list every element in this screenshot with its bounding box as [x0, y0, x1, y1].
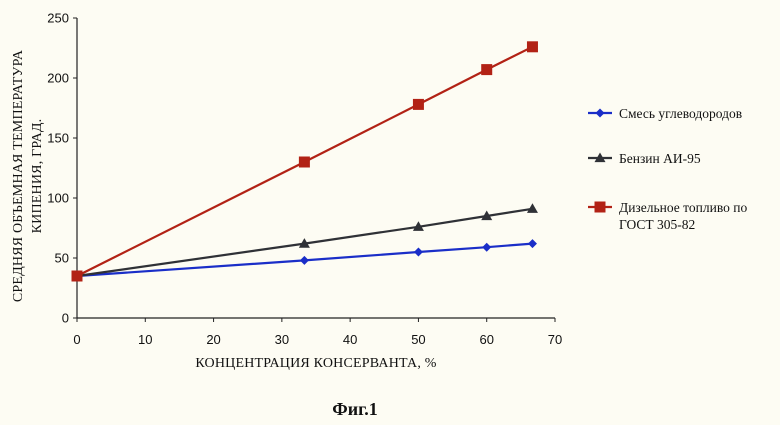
figure-caption: Фиг.1: [332, 399, 377, 419]
data-point-diamond: [299, 255, 309, 265]
legend-item: Дизельное топливо по ГОСТ 305-82: [588, 200, 747, 232]
data-point-square: [481, 64, 493, 76]
x-tick-label: 70: [548, 332, 562, 347]
y-tick-label: 250: [47, 11, 69, 26]
data-point-square: [526, 41, 538, 53]
data-point-triangle: [481, 210, 493, 221]
legend-item: Бензин АИ-95: [588, 151, 701, 166]
data-point-square: [594, 201, 606, 213]
y-tick-label: 150: [47, 131, 69, 146]
data-point-triangle: [526, 203, 538, 213]
legend-item: Смесь углеводородов: [588, 106, 742, 121]
x-axis-title: КОНЦЕНТРАЦИЯ КОНСЕРВАНТА, %: [195, 356, 436, 371]
x-tick-label: 20: [206, 332, 220, 347]
data-point-diamond: [527, 239, 537, 249]
legend-label: ГОСТ 305-82: [619, 217, 695, 232]
series: [71, 203, 538, 281]
x-tick-label: 30: [275, 332, 289, 347]
data-point-triangle: [298, 238, 310, 248]
x-tick-label: 40: [343, 332, 357, 347]
y-axis-title-line: КИПЕНИЯ, ГРАД.: [30, 119, 45, 234]
y-tick-label: 200: [47, 71, 69, 86]
legend-label: Смесь углеводородов: [619, 106, 742, 121]
axes: 0 50 100 150 200 250 0 10 20 30 40 50 60 70: [47, 11, 562, 348]
data-point-square: [412, 98, 424, 110]
series-group: [71, 41, 538, 282]
x-tick-label: 50: [411, 332, 425, 347]
x-tick-label: 60: [479, 332, 493, 347]
legend: Смесь углеводородов Бензин АИ-95 Дизельное…: [588, 106, 747, 232]
legend-label: Дизельное топливо по: [619, 200, 747, 215]
series: [71, 41, 538, 282]
data-point-diamond: [413, 247, 423, 257]
data-point-diamond: [595, 108, 605, 118]
y-tick-label: 100: [47, 191, 69, 206]
y-axis-title: СРЕДНЯЯ ОБЪЕМНАЯ ТЕМПЕРАТУРА КИПЕНИЯ, ГРА…: [11, 49, 45, 302]
data-point-triangle: [594, 152, 606, 163]
x-tick-label: 0: [73, 332, 80, 347]
data-point-square: [71, 270, 83, 282]
y-axis-title-line: СРЕДНЯЯ ОБЪЕМНАЯ ТЕМПЕРАТУРА: [11, 49, 26, 302]
legend-label: Бензин АИ-95: [619, 151, 701, 166]
y-tick-label: 50: [55, 251, 69, 266]
data-point-square: [298, 156, 310, 168]
data-point-diamond: [482, 242, 492, 252]
data-point-triangle: [412, 221, 424, 231]
x-tick-label: 10: [138, 332, 152, 347]
y-tick-label: 0: [62, 311, 69, 326]
